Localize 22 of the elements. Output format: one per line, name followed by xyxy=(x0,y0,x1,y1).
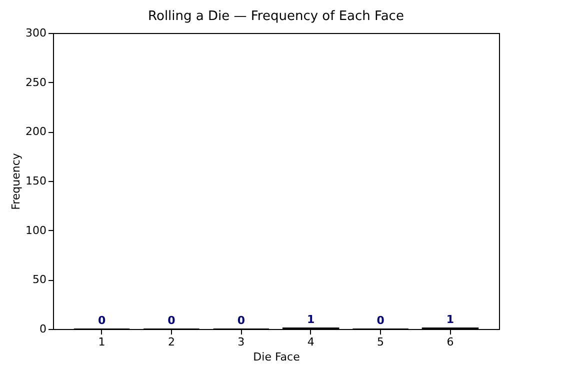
y-axis-title: Frequency xyxy=(10,152,23,210)
y-tick-label: 100 xyxy=(26,224,46,237)
x-tick-label: 6 xyxy=(446,336,454,348)
y-tick-label: 250 xyxy=(26,76,46,89)
data-label: 0 xyxy=(98,314,106,327)
x-tick-label: 2 xyxy=(168,336,175,348)
data-label: 1 xyxy=(446,313,454,326)
chart-title: Rolling a Die — Frequency of Each Face xyxy=(148,9,404,24)
data-label: 1 xyxy=(307,313,315,326)
x-tick-label: 5 xyxy=(377,336,384,348)
x-tick-label: 4 xyxy=(307,336,314,348)
data-label: 0 xyxy=(376,314,385,327)
x-tick-label: 3 xyxy=(238,336,245,348)
y-tick-label: 300 xyxy=(26,26,46,40)
y-tick-label: 200 xyxy=(26,125,46,138)
x-axis-title: Die Face xyxy=(253,350,300,364)
x-tick-label: 1 xyxy=(98,336,106,348)
y-tick-label: 150 xyxy=(26,174,46,188)
data-label: 0 xyxy=(237,314,246,327)
y-tick-label: 50 xyxy=(32,273,46,286)
data-label: 0 xyxy=(168,314,176,327)
y-tick-label: 0 xyxy=(40,322,46,336)
